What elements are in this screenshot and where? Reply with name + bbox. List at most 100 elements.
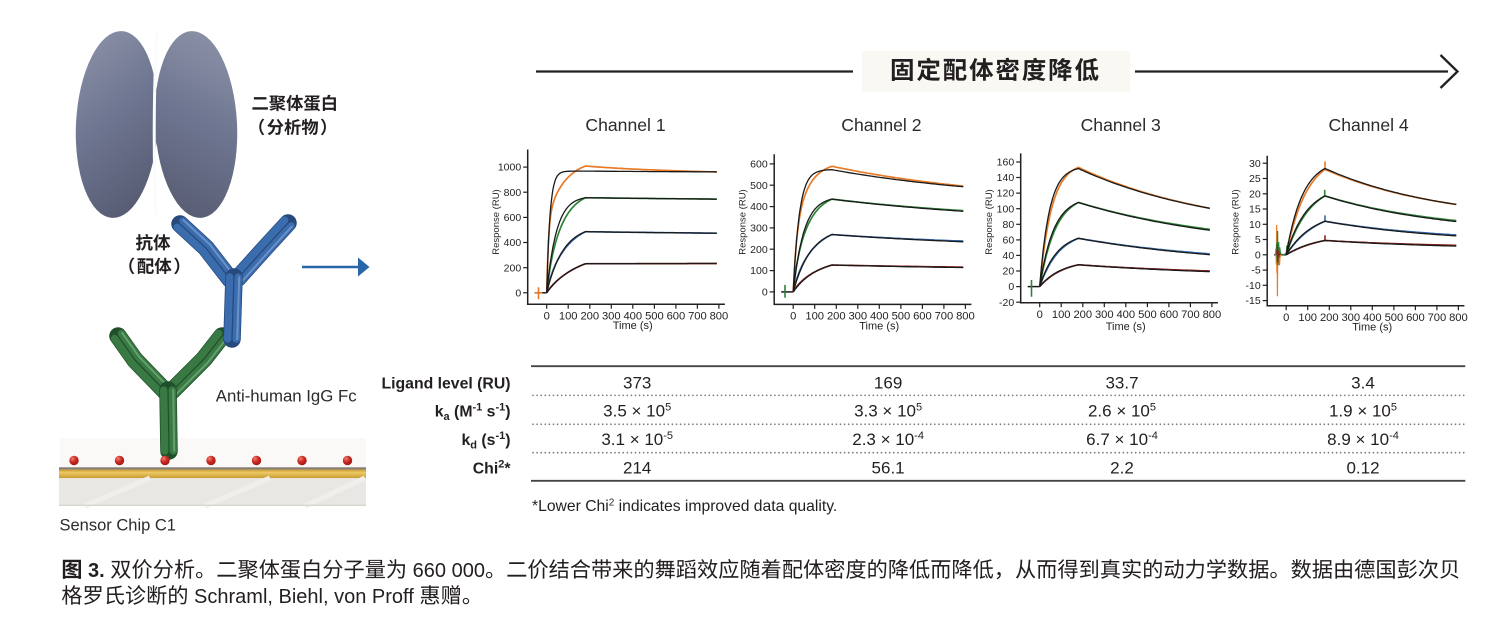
- svg-text:100: 100: [559, 310, 578, 322]
- svg-text:400: 400: [504, 237, 522, 249]
- svg-text:20: 20: [1249, 188, 1261, 200]
- svg-text:500: 500: [750, 180, 768, 192]
- svg-text:200: 200: [827, 311, 846, 323]
- svg-text:500: 500: [645, 310, 664, 322]
- svg-text:Response (RU): Response (RU): [984, 189, 995, 254]
- svg-text:3.4: 3.4: [1351, 374, 1375, 393]
- svg-text:0: 0: [544, 310, 550, 322]
- svg-text:20: 20: [1003, 266, 1015, 278]
- svg-text:Schraml, Biehl, von Proff: Schraml, Biehl, von Proff: [189, 586, 420, 608]
- svg-text:400: 400: [750, 201, 768, 213]
- svg-text:200: 200: [1073, 309, 1092, 321]
- svg-text:0: 0: [1008, 281, 1014, 293]
- svg-text:800: 800: [956, 311, 975, 323]
- svg-text:800: 800: [504, 187, 522, 199]
- svg-text:3.3 × 105: 3.3 × 105: [854, 402, 922, 421]
- svg-text:373: 373: [623, 374, 651, 393]
- svg-text:Ligand level (RU): Ligand level (RU): [381, 376, 510, 393]
- svg-text:700: 700: [688, 310, 707, 322]
- svg-text:500: 500: [892, 311, 911, 323]
- svg-text:600: 600: [1160, 309, 1179, 321]
- svg-text:Time (s): Time (s): [613, 320, 653, 332]
- svg-text:500: 500: [1385, 312, 1404, 324]
- svg-text:0: 0: [762, 287, 768, 299]
- svg-text:300: 300: [602, 310, 621, 322]
- svg-text:30: 30: [1249, 158, 1261, 170]
- svg-text:1.9 × 105: 1.9 × 105: [1329, 402, 1397, 421]
- svg-text:56.1: 56.1: [872, 458, 905, 477]
- svg-text:700: 700: [1181, 309, 1200, 321]
- svg-text:600: 600: [913, 311, 932, 323]
- svg-text:-10: -10: [1246, 280, 1261, 292]
- svg-text:300: 300: [848, 311, 867, 323]
- svg-text:40: 40: [1003, 250, 1015, 262]
- svg-text:Time (s): Time (s): [859, 320, 899, 332]
- svg-text:400: 400: [1116, 309, 1135, 321]
- svg-text:Chi2*: Chi2*: [473, 458, 512, 477]
- svg-text:200: 200: [1320, 312, 1339, 324]
- svg-text:100: 100: [1052, 309, 1071, 321]
- svg-text:1000: 1000: [498, 162, 522, 174]
- svg-text:Channel 4: Channel 4: [1328, 115, 1408, 135]
- svg-text:-5: -5: [1251, 265, 1260, 277]
- svg-text:Time (s): Time (s): [1106, 321, 1146, 333]
- svg-text:700: 700: [1428, 312, 1447, 324]
- svg-text:Response (RU): Response (RU): [1231, 189, 1242, 254]
- svg-text:500: 500: [1138, 309, 1157, 321]
- svg-text:800: 800: [1449, 312, 1468, 324]
- svg-text:Channel 3: Channel 3: [1081, 115, 1161, 135]
- svg-text:200: 200: [750, 244, 768, 256]
- svg-text:200: 200: [580, 310, 599, 322]
- svg-text:Channel 2: Channel 2: [841, 115, 921, 135]
- svg-text:*Lower Chi2 indicates improved: *Lower Chi2 indicates improved data qual…: [532, 498, 837, 516]
- svg-text:3.: 3.: [83, 560, 111, 582]
- svg-text:0: 0: [515, 287, 521, 299]
- svg-text:700: 700: [935, 311, 954, 323]
- svg-text:60: 60: [1003, 235, 1015, 247]
- svg-text:15: 15: [1249, 204, 1261, 216]
- svg-text:600: 600: [750, 159, 768, 171]
- svg-text:169: 169: [874, 374, 902, 393]
- svg-text:-15: -15: [1246, 295, 1261, 307]
- svg-text:Response (RU): Response (RU): [738, 189, 749, 254]
- svg-text:0.12: 0.12: [1346, 458, 1379, 477]
- svg-text:100: 100: [1298, 312, 1317, 324]
- svg-text:3.1 × 10-5: 3.1 × 10-5: [601, 430, 673, 449]
- svg-text:33.7: 33.7: [1105, 374, 1138, 393]
- svg-text:300: 300: [1095, 309, 1114, 321]
- svg-text:2.6 × 105: 2.6 × 105: [1088, 402, 1156, 421]
- svg-text:100: 100: [805, 311, 824, 323]
- svg-text:Channel 1: Channel 1: [585, 115, 665, 135]
- svg-text:200: 200: [504, 262, 522, 274]
- svg-text:25: 25: [1249, 173, 1261, 185]
- svg-text:660 000: 660 000: [407, 560, 485, 582]
- svg-text:6.7 × 10-4: 6.7 × 10-4: [1086, 430, 1158, 449]
- svg-text:400: 400: [623, 310, 642, 322]
- svg-text:800: 800: [710, 310, 729, 322]
- svg-text:3.5 × 105: 3.5 × 105: [603, 402, 671, 421]
- svg-text:600: 600: [1406, 312, 1425, 324]
- svg-text:120: 120: [997, 188, 1015, 200]
- svg-text:Sensor Chip C1: Sensor Chip C1: [60, 516, 176, 534]
- svg-text:800: 800: [1203, 309, 1222, 321]
- svg-text:Response (RU): Response (RU): [491, 189, 502, 254]
- svg-text:8.9 × 10-4: 8.9 × 10-4: [1327, 430, 1399, 449]
- svg-text:600: 600: [504, 212, 522, 224]
- svg-text:Time (s): Time (s): [1352, 322, 1392, 334]
- svg-text:Anti-human IgG Fc: Anti-human IgG Fc: [216, 387, 357, 406]
- svg-text:400: 400: [1363, 312, 1382, 324]
- svg-text:140: 140: [997, 172, 1015, 184]
- svg-text:0: 0: [1255, 249, 1261, 261]
- svg-text:300: 300: [750, 223, 768, 235]
- svg-text:0: 0: [1037, 309, 1043, 321]
- svg-text:-20: -20: [999, 297, 1014, 309]
- svg-text:2.3 × 10-4: 2.3 × 10-4: [852, 430, 924, 449]
- svg-text:0: 0: [1283, 312, 1289, 324]
- svg-text:0: 0: [790, 311, 796, 323]
- svg-text:100: 100: [997, 203, 1015, 215]
- svg-text:214: 214: [623, 458, 651, 477]
- svg-text:300: 300: [1341, 312, 1360, 324]
- svg-text:600: 600: [667, 310, 686, 322]
- svg-text:ka (M-1 s-1): ka (M-1 s-1): [435, 402, 511, 424]
- svg-text:400: 400: [870, 311, 889, 323]
